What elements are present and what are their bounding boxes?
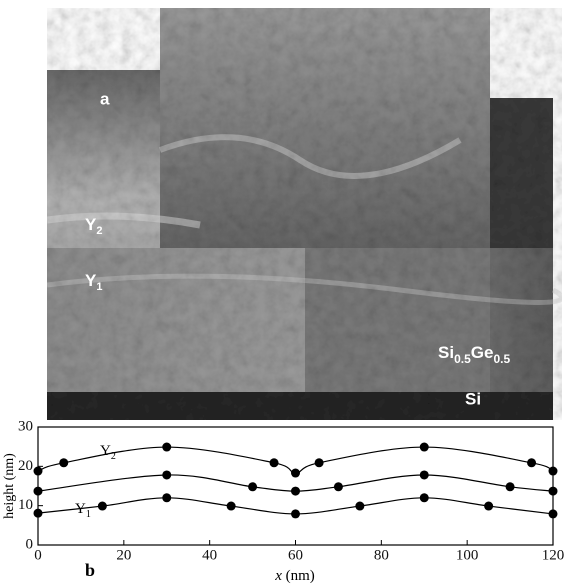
- x-tick-label: 100: [456, 547, 479, 563]
- series-label-sub: 1: [86, 509, 91, 520]
- series-label-sub: 2: [111, 451, 116, 462]
- data-point: [484, 501, 494, 511]
- data-point: [314, 458, 324, 468]
- x-tick-label: 80: [374, 547, 389, 563]
- data-point: [419, 493, 429, 503]
- panel-label: b: [85, 560, 95, 580]
- layer-label: Y1: [85, 271, 102, 292]
- data-point: [548, 466, 558, 476]
- alloy-label: Si0.5Ge0.5: [438, 343, 510, 366]
- image-labels: a Y2 Y1 Si0.5Ge0.5 Si: [85, 89, 510, 408]
- substrate-label: Si: [465, 389, 481, 408]
- y-tick-label: 10: [18, 497, 33, 513]
- data-point: [505, 482, 515, 492]
- series-label: Y2: [100, 443, 116, 462]
- x-tick-label: 0: [34, 547, 42, 563]
- data-point: [226, 501, 236, 511]
- layer-label: Y2: [85, 215, 102, 236]
- plot-frame: [37, 426, 554, 546]
- data-point: [97, 501, 107, 511]
- data-point: [355, 501, 365, 511]
- data-point: [33, 486, 43, 496]
- data-point: [527, 458, 537, 468]
- data-point: [419, 442, 429, 452]
- data-point: [248, 482, 258, 492]
- panel-label: a: [100, 89, 110, 108]
- data-point: [59, 458, 69, 468]
- data-point: [333, 482, 343, 492]
- data-point: [162, 493, 172, 503]
- y-tick-label: 20: [18, 458, 33, 474]
- y-axis-label: height (nm): [2, 453, 17, 519]
- y-tick-label: 0: [26, 536, 34, 552]
- data-point: [291, 486, 300, 496]
- data-point: [548, 486, 558, 496]
- series-label: Y1: [75, 501, 91, 520]
- data-point: [269, 458, 279, 468]
- data-point: [33, 466, 43, 476]
- series-label-main: Y: [75, 501, 86, 517]
- data-point: [419, 470, 429, 480]
- x-tick-label: 40: [202, 547, 217, 563]
- data-point: [33, 508, 43, 518]
- data-point: [291, 468, 300, 478]
- data-point: [291, 509, 300, 519]
- tem-image: [46, 8, 565, 420]
- series-label-main: Y: [100, 443, 111, 459]
- x-tick-label: 120: [542, 547, 565, 563]
- x-axis-label: x (nm): [274, 568, 315, 584]
- y-tick-label: 30: [18, 418, 33, 434]
- data-point: [162, 470, 172, 480]
- data-point: [162, 442, 172, 452]
- data-point: [548, 509, 558, 519]
- x-tick-label: 60: [288, 547, 303, 563]
- x-tick-label: 20: [116, 547, 131, 563]
